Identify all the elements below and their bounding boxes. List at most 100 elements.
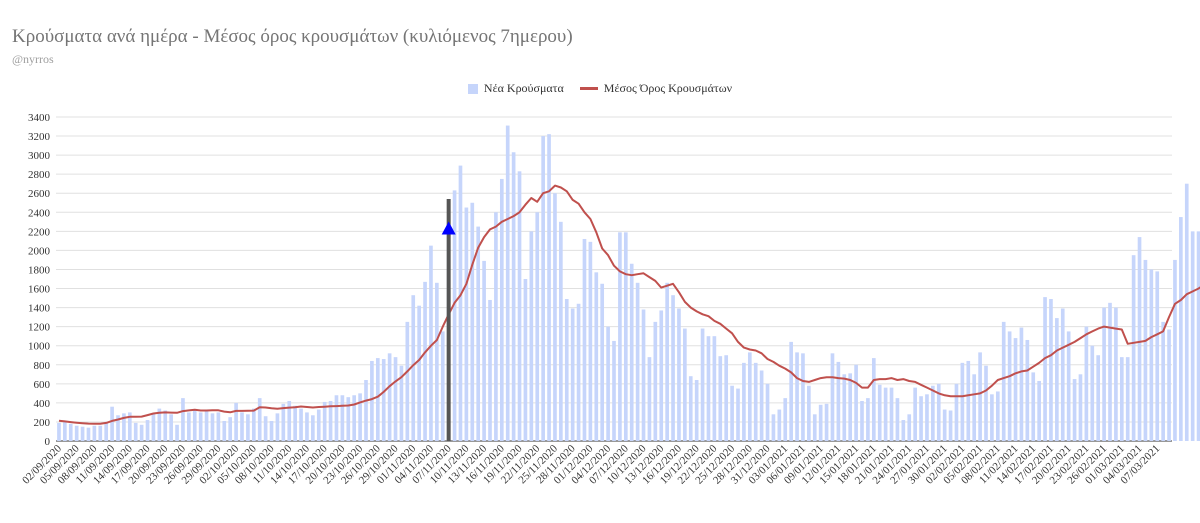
bar bbox=[972, 374, 977, 441]
bar bbox=[452, 190, 457, 441]
bar bbox=[606, 326, 610, 441]
bar bbox=[1096, 355, 1101, 441]
bar bbox=[305, 412, 309, 441]
bar bbox=[1155, 271, 1160, 441]
bar bbox=[86, 427, 91, 441]
bar bbox=[405, 321, 410, 441]
bar bbox=[1025, 339, 1030, 441]
bar bbox=[700, 328, 705, 441]
bar bbox=[1161, 321, 1165, 441]
y-tick-label: 2600 bbox=[28, 188, 51, 200]
bar bbox=[57, 422, 61, 441]
bar bbox=[694, 380, 699, 441]
bar bbox=[482, 260, 486, 441]
bar bbox=[1066, 331, 1071, 441]
y-tick-label: 1400 bbox=[28, 303, 51, 315]
legend-entry-average[interactable]: Μέσος Όρος Κρουσμάτων bbox=[579, 81, 732, 96]
y-tick-label: 400 bbox=[34, 398, 51, 410]
bar bbox=[860, 400, 864, 441]
bar bbox=[866, 398, 870, 441]
bar bbox=[653, 321, 658, 441]
bar bbox=[429, 245, 433, 441]
average-line bbox=[58, 184, 1200, 425]
bar bbox=[1119, 357, 1124, 441]
bar bbox=[753, 362, 758, 441]
bar bbox=[984, 365, 988, 441]
y-tick-label: 2000 bbox=[28, 245, 51, 257]
bar bbox=[759, 370, 764, 441]
bar bbox=[665, 282, 669, 441]
bar-series bbox=[57, 125, 1200, 442]
y-axis: 0 200 400 600 800 1000 1200 1400 1600 1800 2000 220… bbox=[28, 112, 51, 448]
bar bbox=[818, 404, 823, 441]
bar bbox=[352, 395, 357, 441]
bar bbox=[1137, 237, 1142, 441]
bar bbox=[523, 279, 528, 441]
bar bbox=[618, 232, 622, 441]
bar bbox=[1078, 374, 1083, 441]
y-tick-label: 2800 bbox=[28, 169, 51, 181]
bar bbox=[1108, 302, 1112, 441]
bar bbox=[712, 336, 717, 441]
bar bbox=[553, 193, 557, 441]
bar bbox=[198, 412, 203, 441]
bar bbox=[246, 414, 250, 441]
bar bbox=[978, 352, 982, 441]
legend-label-new-cases: Νέα Κρούσματα bbox=[483, 81, 564, 95]
bar bbox=[1149, 269, 1154, 441]
bar bbox=[381, 359, 386, 441]
bar bbox=[1102, 307, 1106, 441]
bar bbox=[169, 414, 173, 441]
y-tick-label: 1600 bbox=[28, 284, 51, 296]
bar bbox=[499, 178, 504, 442]
bar bbox=[966, 360, 971, 441]
bar bbox=[671, 295, 675, 441]
bar bbox=[848, 373, 853, 441]
bar bbox=[824, 403, 829, 441]
bar bbox=[1084, 326, 1089, 441]
bar bbox=[411, 295, 416, 441]
bar bbox=[612, 340, 616, 441]
bar bbox=[1060, 308, 1065, 441]
bar bbox=[936, 383, 941, 441]
bar bbox=[92, 425, 97, 441]
bar bbox=[145, 420, 150, 441]
chart-legend: Νέα Κρούσματα Μέσος Όρος Κρουσμάτων bbox=[0, 81, 1200, 96]
bar bbox=[68, 423, 73, 441]
bar bbox=[742, 362, 746, 441]
bar bbox=[564, 299, 569, 441]
bar bbox=[74, 425, 79, 441]
bar bbox=[234, 402, 238, 441]
bar bbox=[789, 341, 793, 441]
bar bbox=[1055, 318, 1059, 441]
bar bbox=[470, 202, 475, 441]
bar bbox=[328, 400, 333, 441]
bar bbox=[127, 412, 132, 441]
bar bbox=[488, 299, 492, 441]
bar bbox=[1114, 307, 1118, 441]
bar bbox=[222, 420, 227, 441]
bar bbox=[1031, 372, 1036, 441]
bar bbox=[210, 413, 215, 441]
x-axis: 02/09/202005/09/202008/09/202011/09/2020… bbox=[20, 442, 1162, 486]
bar bbox=[104, 421, 109, 441]
bar bbox=[1090, 345, 1095, 441]
bar bbox=[423, 281, 427, 441]
bar bbox=[783, 398, 788, 441]
bar bbox=[801, 353, 805, 441]
bar bbox=[133, 422, 138, 441]
bar bbox=[807, 385, 811, 441]
bar bbox=[116, 415, 120, 441]
bar bbox=[393, 357, 398, 441]
y-tick-label: 3000 bbox=[28, 150, 51, 162]
bar bbox=[1037, 380, 1041, 441]
bar bbox=[375, 358, 380, 441]
bar bbox=[877, 384, 882, 441]
legend-entry-new-cases[interactable]: Νέα Κρούσματα bbox=[467, 81, 564, 96]
bar bbox=[163, 410, 168, 441]
bar bbox=[1001, 321, 1006, 441]
bar bbox=[269, 420, 274, 441]
bar bbox=[600, 283, 605, 441]
bar bbox=[340, 395, 345, 441]
